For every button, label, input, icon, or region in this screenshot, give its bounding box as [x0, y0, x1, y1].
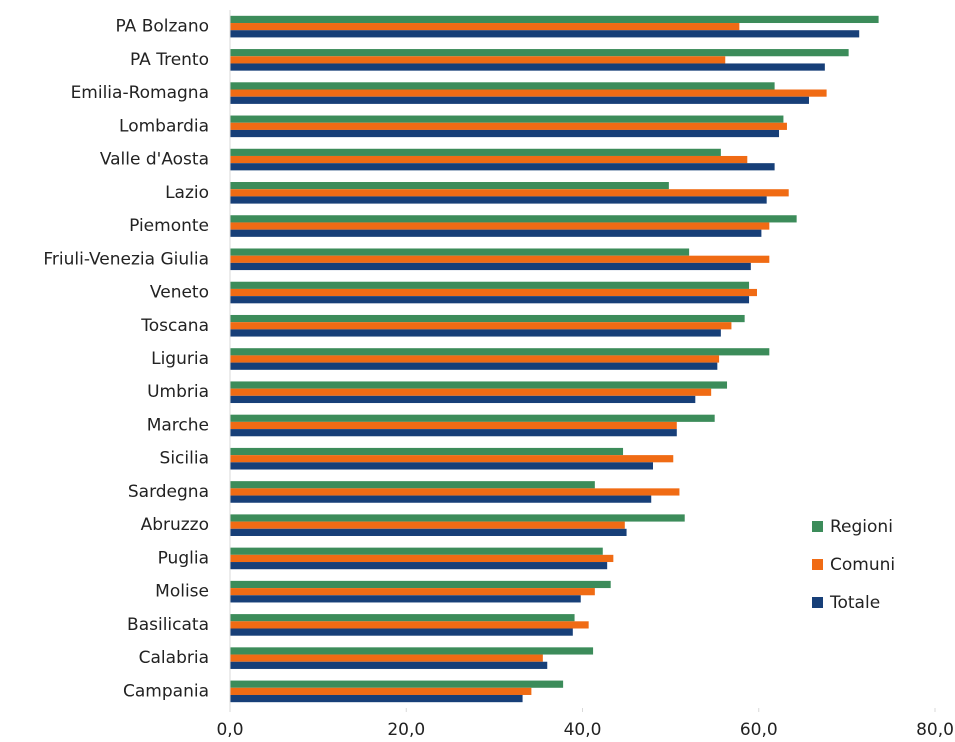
- bar: [230, 30, 860, 38]
- bar: [230, 521, 625, 529]
- legend-label: Regioni: [830, 517, 893, 537]
- y-tick-label: Abruzzo: [141, 515, 209, 535]
- bar: [230, 388, 712, 396]
- bar: [230, 322, 732, 330]
- bar: [230, 148, 721, 156]
- bar: [230, 15, 879, 24]
- y-tick-label: Sardegna: [128, 482, 209, 502]
- bar: [230, 215, 797, 223]
- bar: [230, 229, 762, 237]
- bar: [230, 447, 624, 456]
- y-tick-label: Piemonte: [129, 216, 209, 236]
- bar: [230, 421, 677, 430]
- y-tick-label: Emilia-Romagna: [71, 83, 209, 103]
- bar: [230, 255, 770, 263]
- bar: [230, 262, 751, 271]
- y-tick-label: Lombardia: [119, 116, 209, 136]
- bar: [230, 381, 728, 389]
- y-tick-label: Liguria: [151, 349, 209, 369]
- bar: [230, 547, 603, 555]
- y-tick-label: PA Trento: [130, 50, 209, 70]
- bar: [230, 63, 825, 71]
- y-tick-label: Calabria: [139, 648, 209, 668]
- bar: [230, 163, 775, 171]
- bar: [230, 687, 532, 695]
- bar: [230, 355, 720, 363]
- bar: [230, 82, 775, 90]
- bar: [230, 362, 718, 370]
- legend-label: Totale: [829, 593, 880, 613]
- bar: [230, 395, 696, 404]
- y-tick-label: Lazio: [165, 183, 209, 203]
- bar: [230, 49, 849, 57]
- bar: [230, 182, 669, 190]
- x-tick-label: 40,0: [564, 720, 602, 740]
- bar: [230, 314, 745, 323]
- legend-swatch: [812, 521, 823, 532]
- bar: [230, 414, 715, 422]
- bar: [230, 588, 595, 596]
- y-tick-label: Friuli-Venezia Giulia: [43, 249, 209, 269]
- y-tick-label: Basilicata: [127, 615, 209, 635]
- bar: [230, 595, 581, 603]
- x-tick-label: 80,0: [916, 720, 954, 740]
- y-tick-label: Molise: [155, 582, 209, 602]
- bar: [230, 680, 564, 688]
- bar: [230, 96, 809, 104]
- bar: [230, 89, 827, 97]
- bar: [230, 647, 594, 655]
- bar: [230, 23, 740, 31]
- y-tick-label: Campania: [123, 681, 209, 701]
- bar: [230, 462, 653, 470]
- bar: [230, 694, 523, 703]
- legend-swatch: [812, 559, 823, 570]
- bar: [230, 115, 784, 123]
- y-tick-label: Puglia: [158, 548, 209, 568]
- bar: [230, 562, 608, 570]
- y-tick-label: Marche: [147, 415, 209, 435]
- legend-label: Comuni: [830, 555, 895, 575]
- bar: [230, 196, 767, 204]
- bar: [230, 429, 677, 437]
- y-tick-label: Sicilia: [160, 449, 209, 469]
- bar: [230, 528, 627, 536]
- bar: [230, 189, 789, 197]
- x-tick-label: 20,0: [387, 720, 425, 740]
- x-tick-label: 0,0: [216, 720, 243, 740]
- bar: [230, 296, 750, 304]
- bar: [230, 661, 548, 669]
- bar: [230, 329, 721, 337]
- bar: [230, 488, 680, 496]
- bar: [230, 455, 674, 463]
- bar: [230, 628, 573, 636]
- bar: [230, 222, 770, 230]
- bar: [230, 621, 589, 629]
- bar: [230, 129, 780, 138]
- bar: [230, 554, 614, 563]
- legend-swatch: [812, 597, 823, 608]
- bar: [230, 580, 611, 589]
- y-tick-label: Veneto: [150, 283, 209, 303]
- y-tick-label: Valle d'Aosta: [100, 150, 209, 170]
- bar: [230, 122, 787, 130]
- bar: [230, 614, 575, 622]
- bar: [230, 288, 757, 297]
- y-tick-label: Toscana: [140, 316, 209, 336]
- bar: [230, 481, 595, 489]
- y-tick-label: PA Bolzano: [116, 17, 210, 37]
- bar: [230, 155, 748, 164]
- bar: [230, 495, 652, 503]
- bar: [230, 654, 543, 662]
- bar: [230, 248, 690, 256]
- bar: [230, 348, 770, 356]
- bar: [230, 56, 726, 64]
- bar: [230, 514, 685, 522]
- y-tick-label: Umbria: [147, 382, 209, 402]
- bar: [230, 281, 750, 289]
- x-tick-label: 60,0: [740, 720, 778, 740]
